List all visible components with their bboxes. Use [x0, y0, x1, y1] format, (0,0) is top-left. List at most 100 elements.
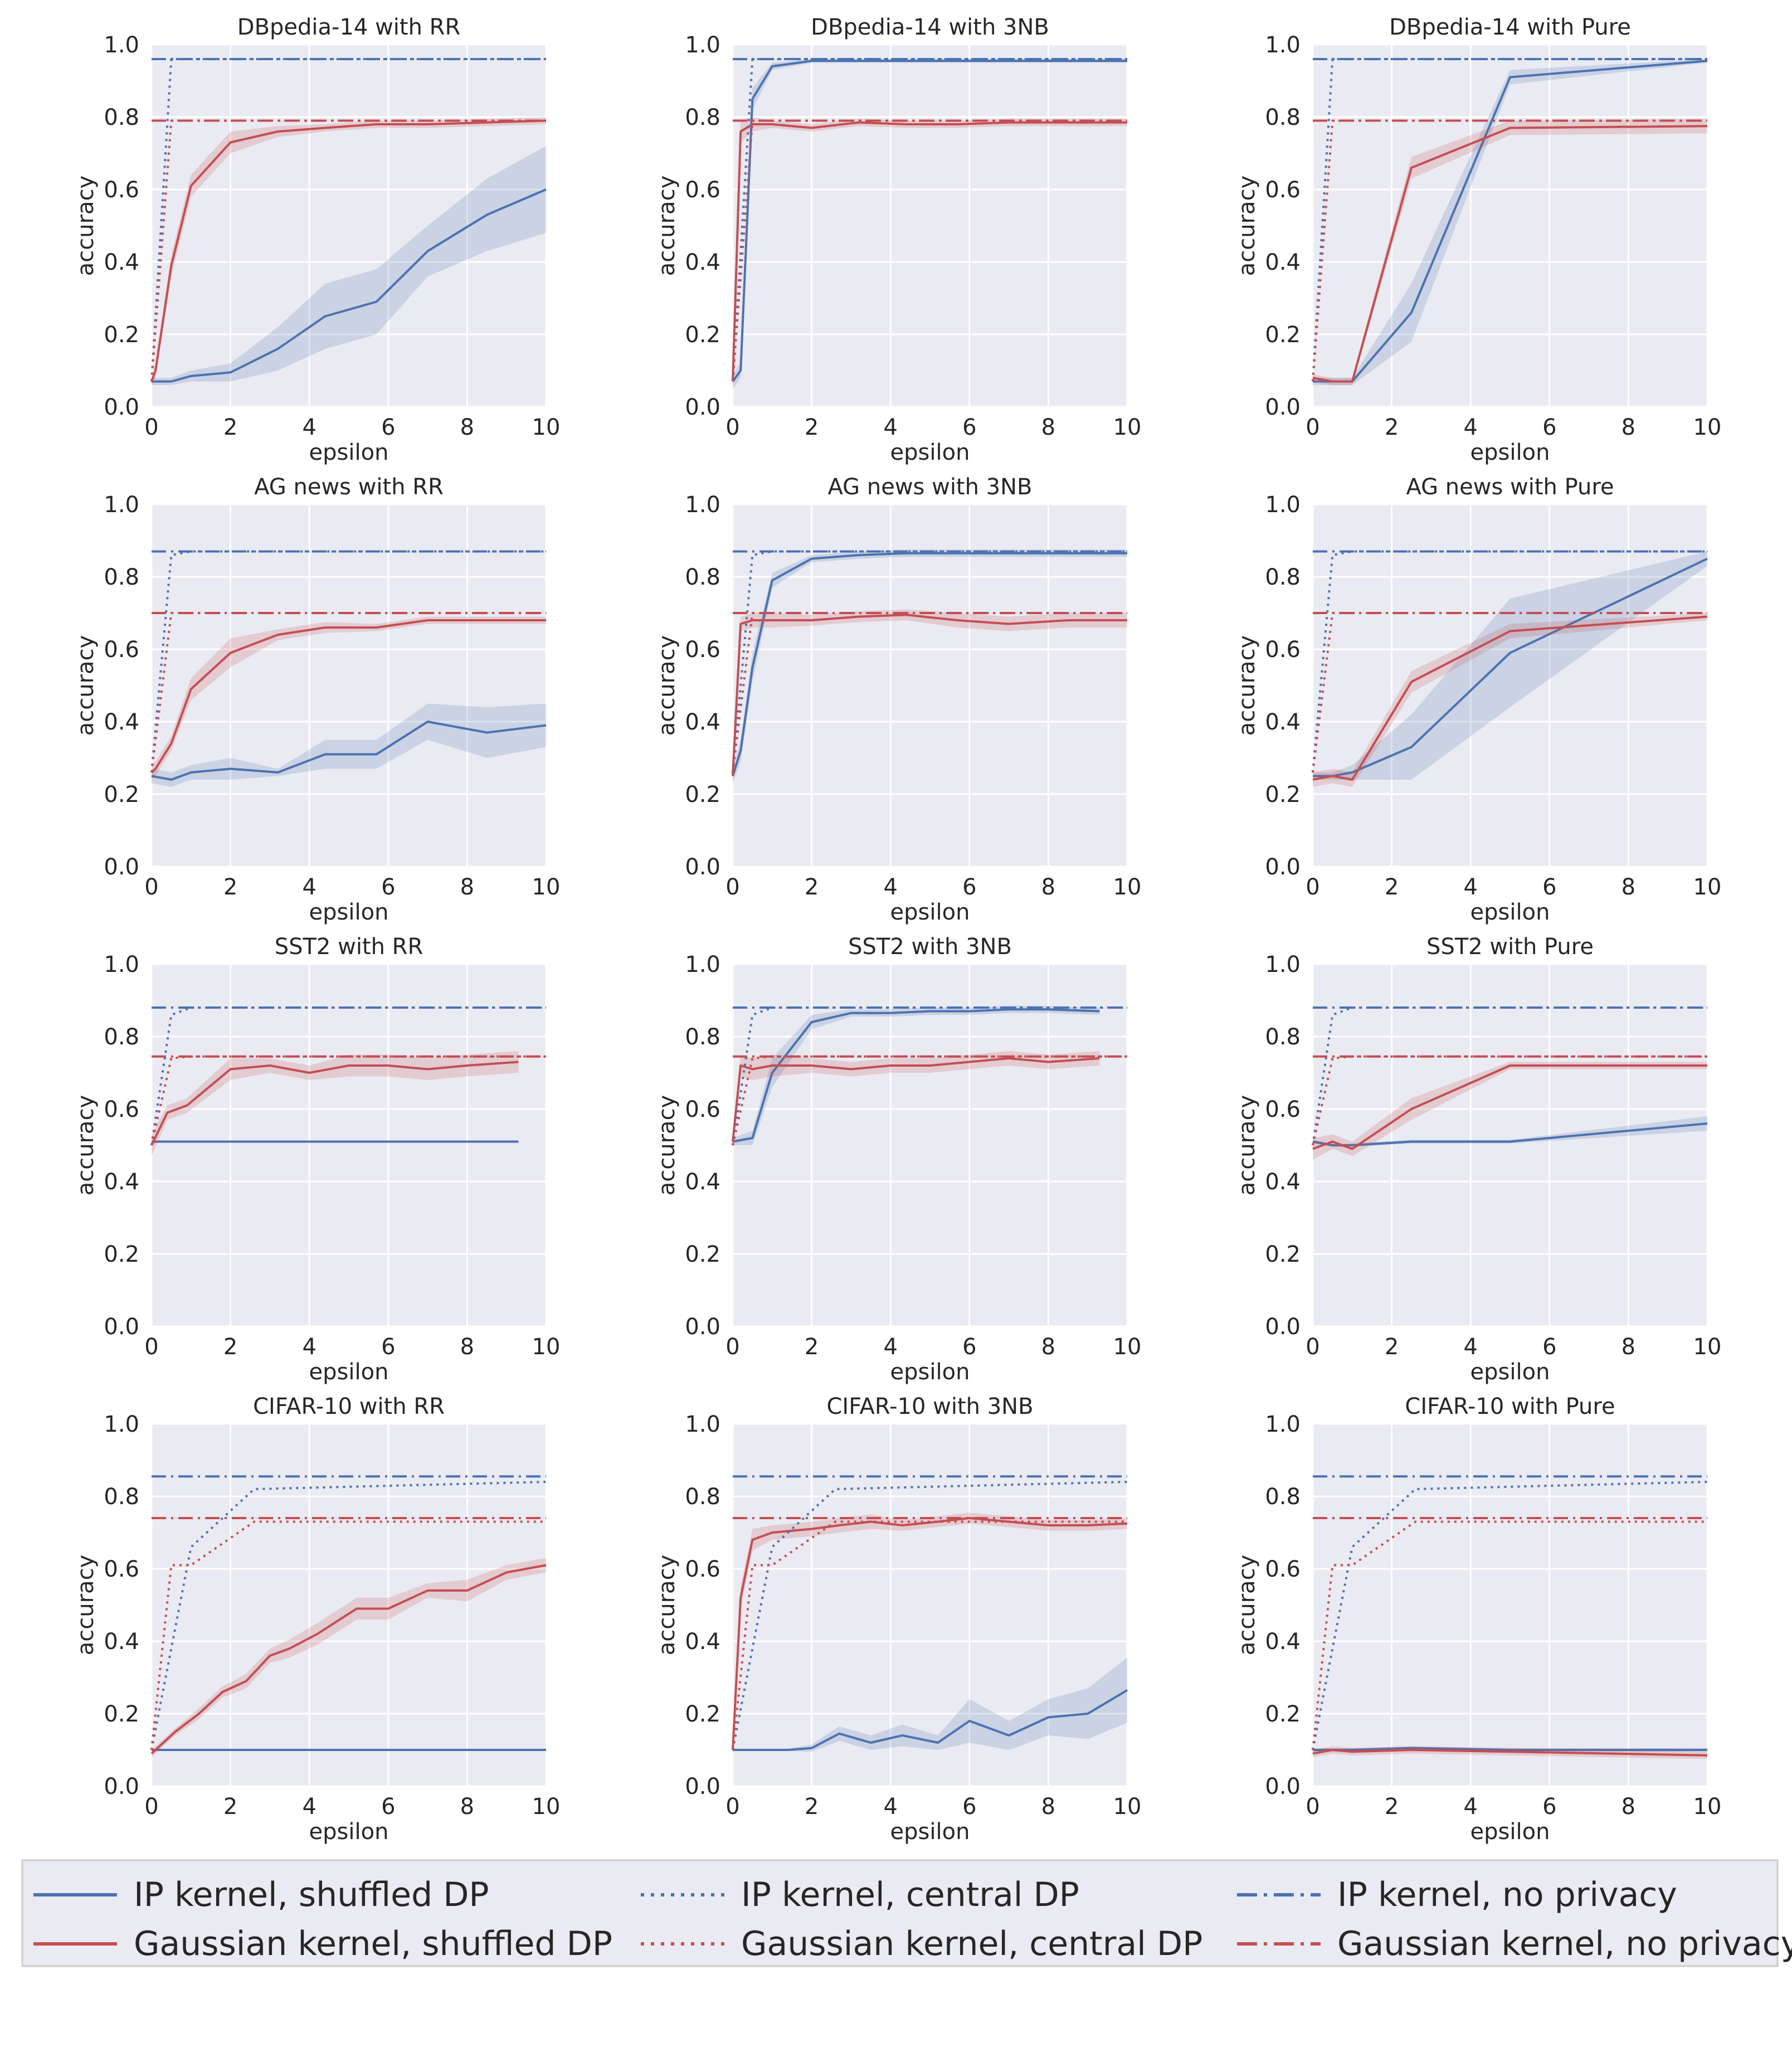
y-tick-label: 0.0 [1265, 1774, 1301, 1800]
confidence-band [733, 1513, 1127, 1754]
x-tick-label: 2 [223, 415, 237, 440]
x-tick-label: 2 [805, 415, 819, 440]
subplot-title: CIFAR-10 with 3NB [826, 1394, 1033, 1419]
x-tick-label: 8 [1041, 1334, 1055, 1360]
y-tick-label: 0.6 [104, 637, 139, 663]
x-axis-label: epsilon [890, 1359, 970, 1385]
subplot: 0 2 4 6 8 10 0.0 0.2 0.4 0.6 0.8 1.0 SST2 with RR eps… [73, 934, 560, 1385]
y-tick-label: 1.0 [1265, 492, 1301, 518]
series-line [150, 1564, 547, 1754]
series-line [1312, 58, 1707, 382]
legend-label: IP kernel, shuffled DP [134, 1875, 489, 1914]
subplot: 0 2 4 6 8 10 0.0 0.2 0.4 0.6 0.8 1.0 AG news with RR… [73, 474, 560, 925]
series-line [150, 58, 546, 382]
plot-area [733, 1424, 1127, 1786]
y-tick-label: 0.8 [685, 565, 720, 590]
y-tick-label: 1.0 [104, 492, 139, 518]
plot-area [733, 45, 1127, 407]
series-line [732, 60, 1127, 382]
x-tick-label: 8 [460, 415, 474, 440]
y-axis-label: accuracy [73, 1555, 99, 1655]
confidence-band [1313, 551, 1707, 780]
x-tick-label: 8 [1621, 1794, 1635, 1820]
subplot-title: AG news with Pure [1406, 474, 1614, 500]
x-tick-label: 0 [1306, 415, 1319, 440]
y-tick-label: 1.0 [685, 1412, 720, 1437]
x-tick-label: 2 [805, 874, 819, 900]
x-tick-label: 6 [381, 1794, 395, 1820]
plot-area [733, 964, 1127, 1326]
confidence-band [152, 1051, 519, 1156]
x-tick-label: 4 [1463, 1334, 1477, 1360]
plot-area [152, 1424, 546, 1786]
x-tick-label: 6 [1542, 415, 1556, 440]
y-tick-label: 0.4 [685, 709, 720, 735]
series-line [732, 1057, 1100, 1142]
y-tick-label: 0.8 [1265, 1484, 1301, 1510]
y-tick-label: 0.2 [1265, 322, 1301, 348]
y-tick-label: 0.0 [685, 854, 720, 880]
x-axis-label: epsilon [309, 1819, 389, 1845]
x-tick-label: 2 [223, 1794, 237, 1820]
y-tick-label: 0.4 [104, 709, 139, 735]
plot-area [152, 964, 546, 1326]
y-tick-label: 0.0 [685, 395, 720, 420]
series-line [1312, 125, 1708, 383]
x-tick-label: 4 [883, 874, 897, 900]
x-tick-label: 4 [302, 874, 316, 900]
x-tick-label: 6 [962, 415, 976, 440]
series-line [1312, 1064, 1707, 1150]
x-tick-label: 10 [1693, 1334, 1722, 1360]
x-tick-label: 8 [1621, 415, 1635, 440]
x-axis-label: epsilon [1470, 440, 1550, 465]
series-line [152, 188, 547, 383]
legend-box [21, 1859, 1779, 1967]
legend-label: IP kernel, no privacy [1337, 1875, 1677, 1914]
x-tick-label: 0 [725, 1334, 739, 1360]
x-tick-label: 4 [302, 1794, 316, 1820]
subplot-title: DBpedia-14 with RR [237, 14, 460, 40]
x-tick-label: 2 [805, 1794, 819, 1820]
subplot: 0 2 4 6 8 10 0.0 0.2 0.4 0.6 0.8 1.0 CIFAR-10 with R… [73, 1394, 560, 1845]
y-tick-label: 0.6 [104, 1557, 139, 1582]
x-tick-label: 0 [725, 874, 739, 900]
series-line [150, 1006, 546, 1146]
x-tick-label: 6 [381, 1334, 395, 1360]
y-tick-label: 0.0 [104, 1774, 139, 1800]
x-tick-label: 10 [1113, 874, 1142, 900]
x-tick-label: 6 [962, 1794, 976, 1820]
legend: IP kernel, shuffled DP Gaussian kernel, s… [21, 1859, 1792, 1967]
series-line [150, 619, 546, 774]
subplot: 0 2 4 6 8 10 0.0 0.2 0.4 0.6 0.8 1.0 CIFAR-10 with 3… [654, 1394, 1141, 1845]
y-tick-label: 0.4 [104, 250, 139, 275]
y-tick-label: 0.2 [1265, 1242, 1301, 1267]
y-tick-label: 0.6 [1265, 637, 1301, 663]
y-tick-label: 0.8 [685, 1024, 720, 1050]
x-tick-label: 2 [1385, 1794, 1399, 1820]
x-tick-label: 4 [302, 415, 316, 440]
x-axis-label: epsilon [309, 440, 389, 465]
x-tick-label: 0 [725, 415, 739, 440]
y-tick-label: 0.8 [1265, 105, 1301, 130]
y-tick-label: 0.4 [104, 1629, 139, 1655]
plot-area [1313, 1424, 1707, 1786]
y-tick-label: 0.0 [1265, 854, 1301, 880]
y-tick-label: 0.4 [685, 250, 720, 275]
y-tick-label: 0.2 [685, 322, 720, 348]
x-tick-label: 6 [1542, 1334, 1556, 1360]
x-tick-label: 6 [962, 874, 976, 900]
plot-area [152, 45, 546, 407]
x-tick-label: 2 [1385, 1334, 1399, 1360]
series-line [1312, 615, 1708, 781]
plot-area [733, 504, 1127, 867]
y-tick-label: 0.8 [685, 1484, 720, 1510]
x-tick-label: 4 [1463, 1794, 1477, 1820]
x-axis-label: epsilon [309, 1359, 389, 1385]
x-tick-label: 6 [381, 874, 395, 900]
y-tick-label: 1.0 [104, 952, 139, 977]
y-tick-label: 0.2 [685, 1242, 720, 1267]
x-axis-label: epsilon [1470, 1359, 1550, 1385]
plot-area [1313, 45, 1707, 407]
y-tick-label: 0.6 [104, 1097, 139, 1122]
